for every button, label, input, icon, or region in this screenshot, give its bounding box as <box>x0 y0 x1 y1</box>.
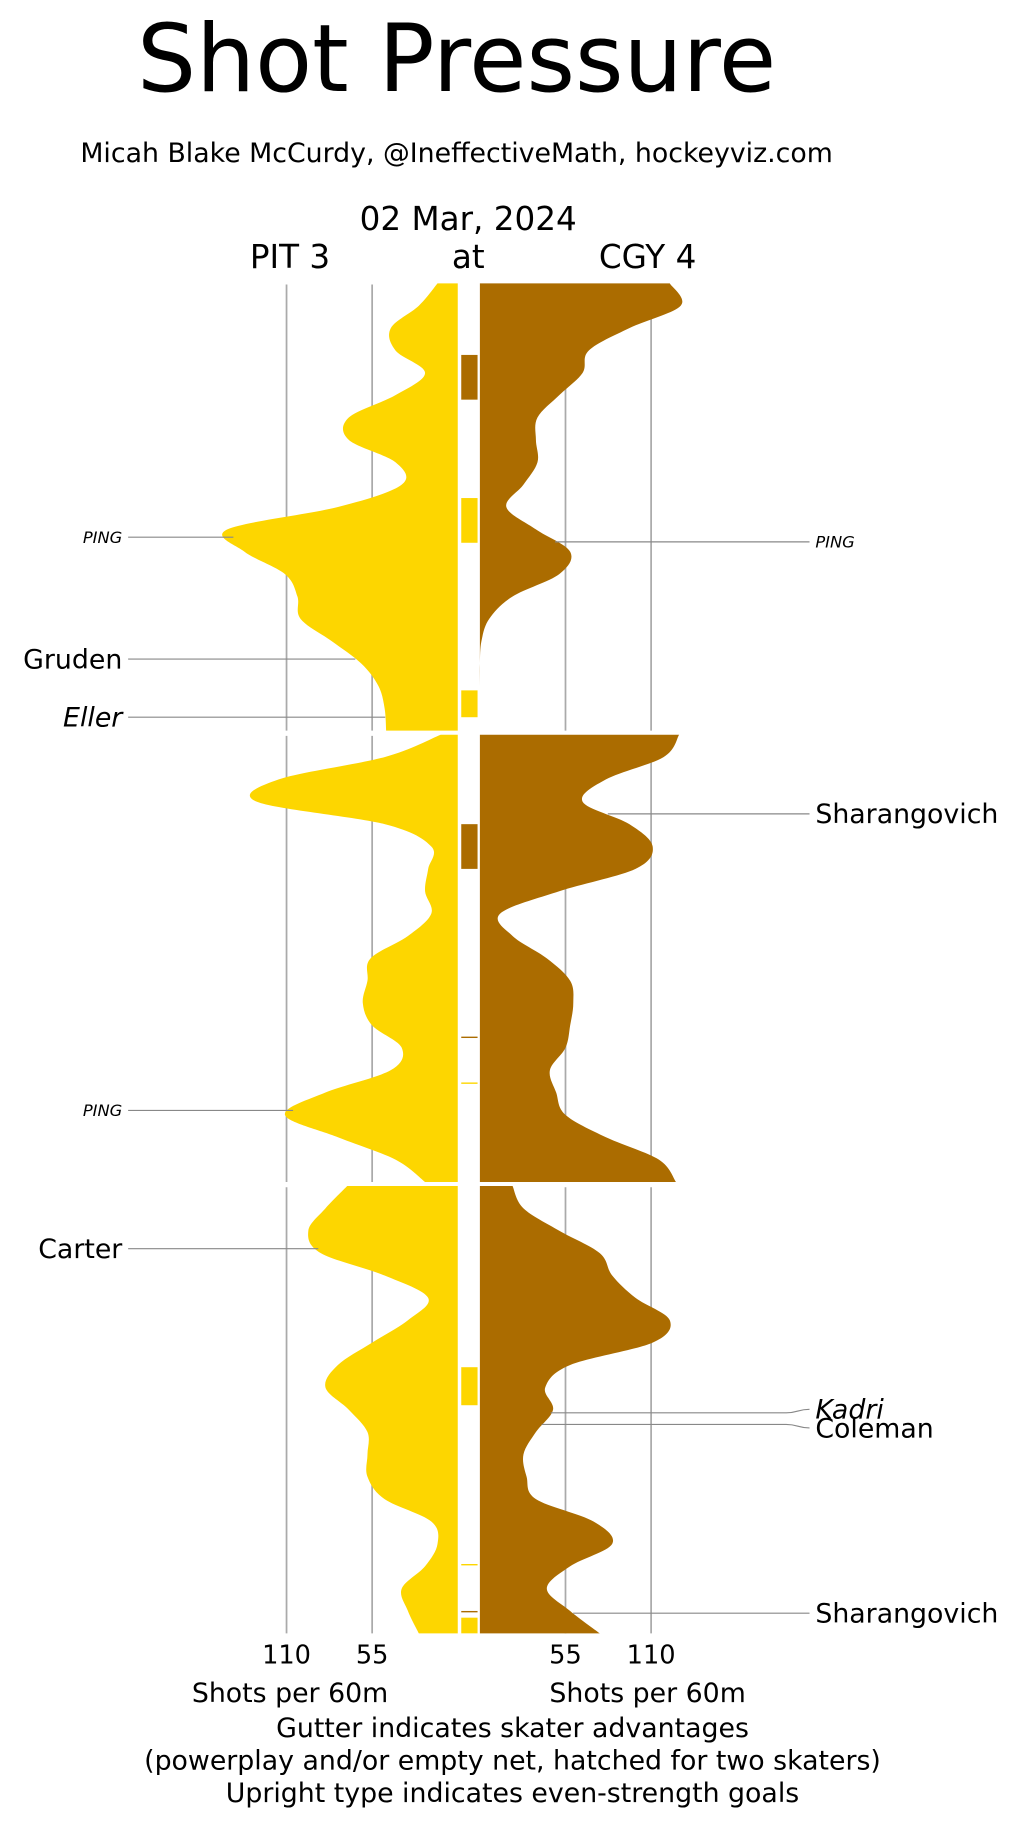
chart-title: Shot Pressure <box>137 5 776 113</box>
axis-label: Shots per 60m <box>192 1678 388 1709</box>
goal-label: PING <box>83 528 122 547</box>
goal-label: Sharangovich <box>815 1599 998 1630</box>
goal-label: Coleman <box>815 1413 933 1444</box>
advantage-bar <box>461 354 478 400</box>
team-label: PIT 3 <box>250 238 330 276</box>
goal-label: PING <box>83 1101 122 1120</box>
note: Upright type indicates even-strength goa… <box>226 1778 799 1809</box>
separator: at <box>452 238 485 276</box>
shot-area <box>222 283 458 731</box>
goal-label: Kadri <box>815 1395 884 1426</box>
advantage-bar <box>461 498 478 543</box>
x-tick-label: 55 <box>549 1641 582 1671</box>
shot-area <box>479 1186 671 1634</box>
goal-label: Sharangovich <box>815 799 998 830</box>
note: (powerplay and/or empty net, hatched for… <box>144 1746 881 1777</box>
chart-subtitle: Micah Blake McCurdy, @IneffectiveMath, h… <box>80 138 833 169</box>
advantage-bar <box>461 1610 478 1613</box>
advantage-bar <box>461 1367 478 1406</box>
goal-line <box>541 1423 810 1429</box>
axis-label: Shots per 60m <box>549 1678 745 1709</box>
advantage-bar <box>461 1082 478 1084</box>
note: Gutter indicates skater advantages <box>276 1713 749 1744</box>
goal-label: Carter <box>38 1234 122 1265</box>
shot-area <box>308 1186 458 1634</box>
advantage-bar <box>461 1564 478 1566</box>
advantage-bar <box>461 824 478 869</box>
x-tick-label: 110 <box>627 1641 676 1671</box>
x-tick-label: 110 <box>262 1641 311 1671</box>
goal-label: Eller <box>63 703 124 734</box>
shot-area <box>479 283 683 731</box>
advantage-bar <box>461 690 478 718</box>
date: 02 Mar, 2024 <box>360 200 577 238</box>
x-tick-label: 55 <box>356 1641 389 1671</box>
advantage-bar <box>461 1036 478 1039</box>
goal-line <box>550 1408 810 1414</box>
advantage-bar <box>461 1617 478 1634</box>
shot-area <box>479 734 680 1182</box>
goal-label: Gruden <box>23 644 122 675</box>
goal-label: PING <box>815 533 854 552</box>
shot-area <box>249 734 458 1182</box>
team-label: CGY 4 <box>599 238 696 276</box>
